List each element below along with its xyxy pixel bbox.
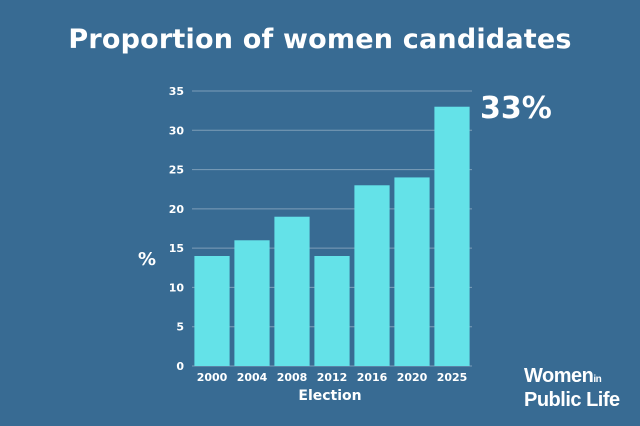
bar-2012	[314, 256, 350, 366]
callout-label: 33%	[480, 91, 552, 126]
y-tick-label: 25	[169, 164, 184, 177]
bar-2000	[194, 256, 230, 366]
x-tick-label: 2004	[237, 371, 268, 384]
x-tick-label: 2000	[197, 371, 228, 384]
x-tick-label: 2020	[397, 371, 428, 384]
x-axis-label: Election	[298, 388, 361, 404]
bars	[194, 106, 470, 366]
y-tick-label: 15	[169, 242, 184, 255]
chart-title: Proportion of women candidates	[68, 24, 572, 55]
y-tick-label: 30	[169, 124, 185, 137]
y-axis-label: %	[138, 249, 156, 270]
bar-2008	[274, 216, 310, 366]
x-tick-label: 2016	[357, 371, 388, 384]
bar-2016	[354, 185, 390, 366]
bar-2025	[434, 106, 470, 366]
bar-2020	[394, 177, 430, 366]
y-tick-label: 0	[176, 360, 184, 373]
x-tick-labels: 2000 2004 2008 2012 2016 2020 2025	[197, 371, 468, 384]
x-tick-label: 2012	[317, 371, 348, 384]
y-tick-label: 10	[169, 281, 185, 294]
x-tick-label: 2008	[277, 371, 308, 384]
y-tick-label: 20	[169, 203, 185, 216]
y-tick-labels: 0 5 10 15 20 25 30 35	[169, 85, 185, 373]
bar-2004	[234, 240, 270, 366]
y-tick-label: 5	[176, 321, 184, 334]
x-tick-label: 2025	[437, 371, 468, 384]
women-in-public-life-logo: Womenin Public Life	[524, 365, 620, 411]
y-tick-label: 35	[169, 85, 184, 98]
